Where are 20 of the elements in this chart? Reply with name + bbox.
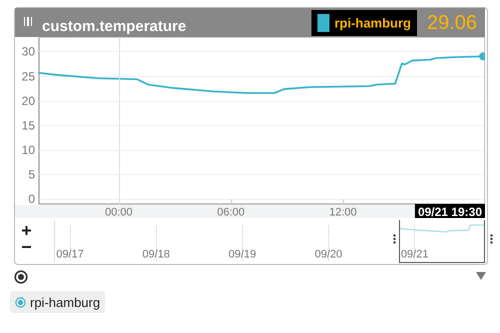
- x-tick-label: 09/19: [228, 248, 256, 260]
- y-tick-label: 20: [22, 94, 36, 108]
- chart-title: custom.temperature: [42, 18, 186, 35]
- y-tick-label: 15: [22, 118, 36, 132]
- x-tick-label: 00:00: [105, 206, 133, 218]
- x-tick-label: 09/20: [314, 248, 342, 260]
- x-tick-label: 09/18: [142, 248, 170, 260]
- x-tick-label: 09/17: [56, 248, 84, 260]
- y-tick-label: 30: [22, 44, 36, 59]
- annotation: 29.06: [426, 12, 478, 34]
- y-tick-label: 25: [22, 69, 36, 84]
- y-tick-label: 0: [28, 192, 36, 206]
- text: rpi-hamburg: [30, 294, 100, 310]
- y-tick-label: 10: [22, 142, 36, 157]
- x-tick-label: 12:00: [329, 206, 357, 218]
- y-tick-label: 5: [28, 168, 36, 182]
- text: 09/21 19:30: [418, 205, 482, 219]
- x-tick-label: 09/21: [400, 248, 428, 260]
- x-tick-label: 06:00: [217, 206, 245, 218]
- legend-label: rpi-hamburg: [334, 16, 412, 30]
